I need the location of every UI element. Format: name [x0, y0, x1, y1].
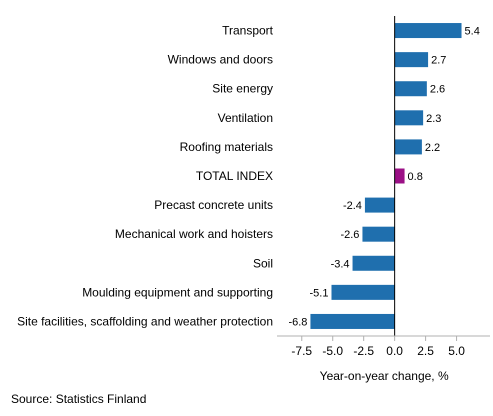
bar	[394, 168, 405, 184]
category-label: Site facilities, scaffolding and weather…	[17, 314, 273, 328]
value-label: 2.7	[431, 55, 446, 67]
category-label: TOTAL INDEX	[196, 169, 273, 183]
category-label: Ventilation	[218, 111, 273, 125]
x-tick-label: 0.0	[386, 344, 403, 358]
x-tick-label: -7.5	[291, 344, 312, 358]
category-label: Precast concrete units	[154, 198, 273, 212]
x-axis-title: Year-on-year change, %	[320, 369, 449, 383]
category-labels: Transport Windows and doors Site energy Ven…	[17, 24, 274, 329]
category-label: Windows and doors	[168, 53, 273, 67]
x-axis-ticks: -7.5 -5.0 -2.5 0.0 2.5 5.0	[291, 336, 465, 358]
category-label: Site energy	[212, 82, 273, 96]
category-label: Roofing materials	[180, 140, 273, 154]
bar	[362, 226, 395, 242]
bar	[394, 81, 427, 97]
value-label: 2.3	[426, 113, 441, 125]
value-label: -3.4	[331, 258, 350, 270]
bar	[331, 284, 395, 300]
value-label: 0.8	[408, 171, 423, 183]
bar	[394, 139, 422, 155]
x-tick-label: 2.5	[417, 344, 434, 358]
bar	[364, 197, 395, 213]
bar	[394, 52, 429, 68]
x-tick-label: -5.0	[322, 344, 343, 358]
value-labels: 5.4 2.7 2.6 2.3 2.2 0.8 -2.4 -2.6 -3.4 -5.1 -6.8	[288, 26, 479, 329]
category-label: Soil	[253, 256, 273, 270]
category-label: Mechanical work and hoisters	[115, 227, 273, 241]
bar	[394, 23, 462, 39]
bars-group	[310, 23, 462, 329]
x-tick-label: -2.5	[353, 344, 374, 358]
value-label: -6.8	[288, 316, 307, 328]
x-tick-label: 5.0	[448, 344, 465, 358]
bar	[310, 313, 395, 329]
value-label: 5.4	[465, 26, 480, 38]
category-label: Moulding equipment and supporting	[82, 285, 273, 299]
bar	[394, 110, 424, 126]
value-label: 2.6	[430, 84, 445, 96]
value-label: -2.4	[343, 200, 362, 212]
value-label: -5.1	[310, 287, 329, 299]
value-label: -2.6	[340, 229, 359, 241]
source-note: Source: Statistics Finland	[11, 392, 147, 406]
value-label: 2.2	[425, 142, 440, 154]
bar	[352, 255, 395, 271]
category-label: Transport	[222, 24, 274, 38]
